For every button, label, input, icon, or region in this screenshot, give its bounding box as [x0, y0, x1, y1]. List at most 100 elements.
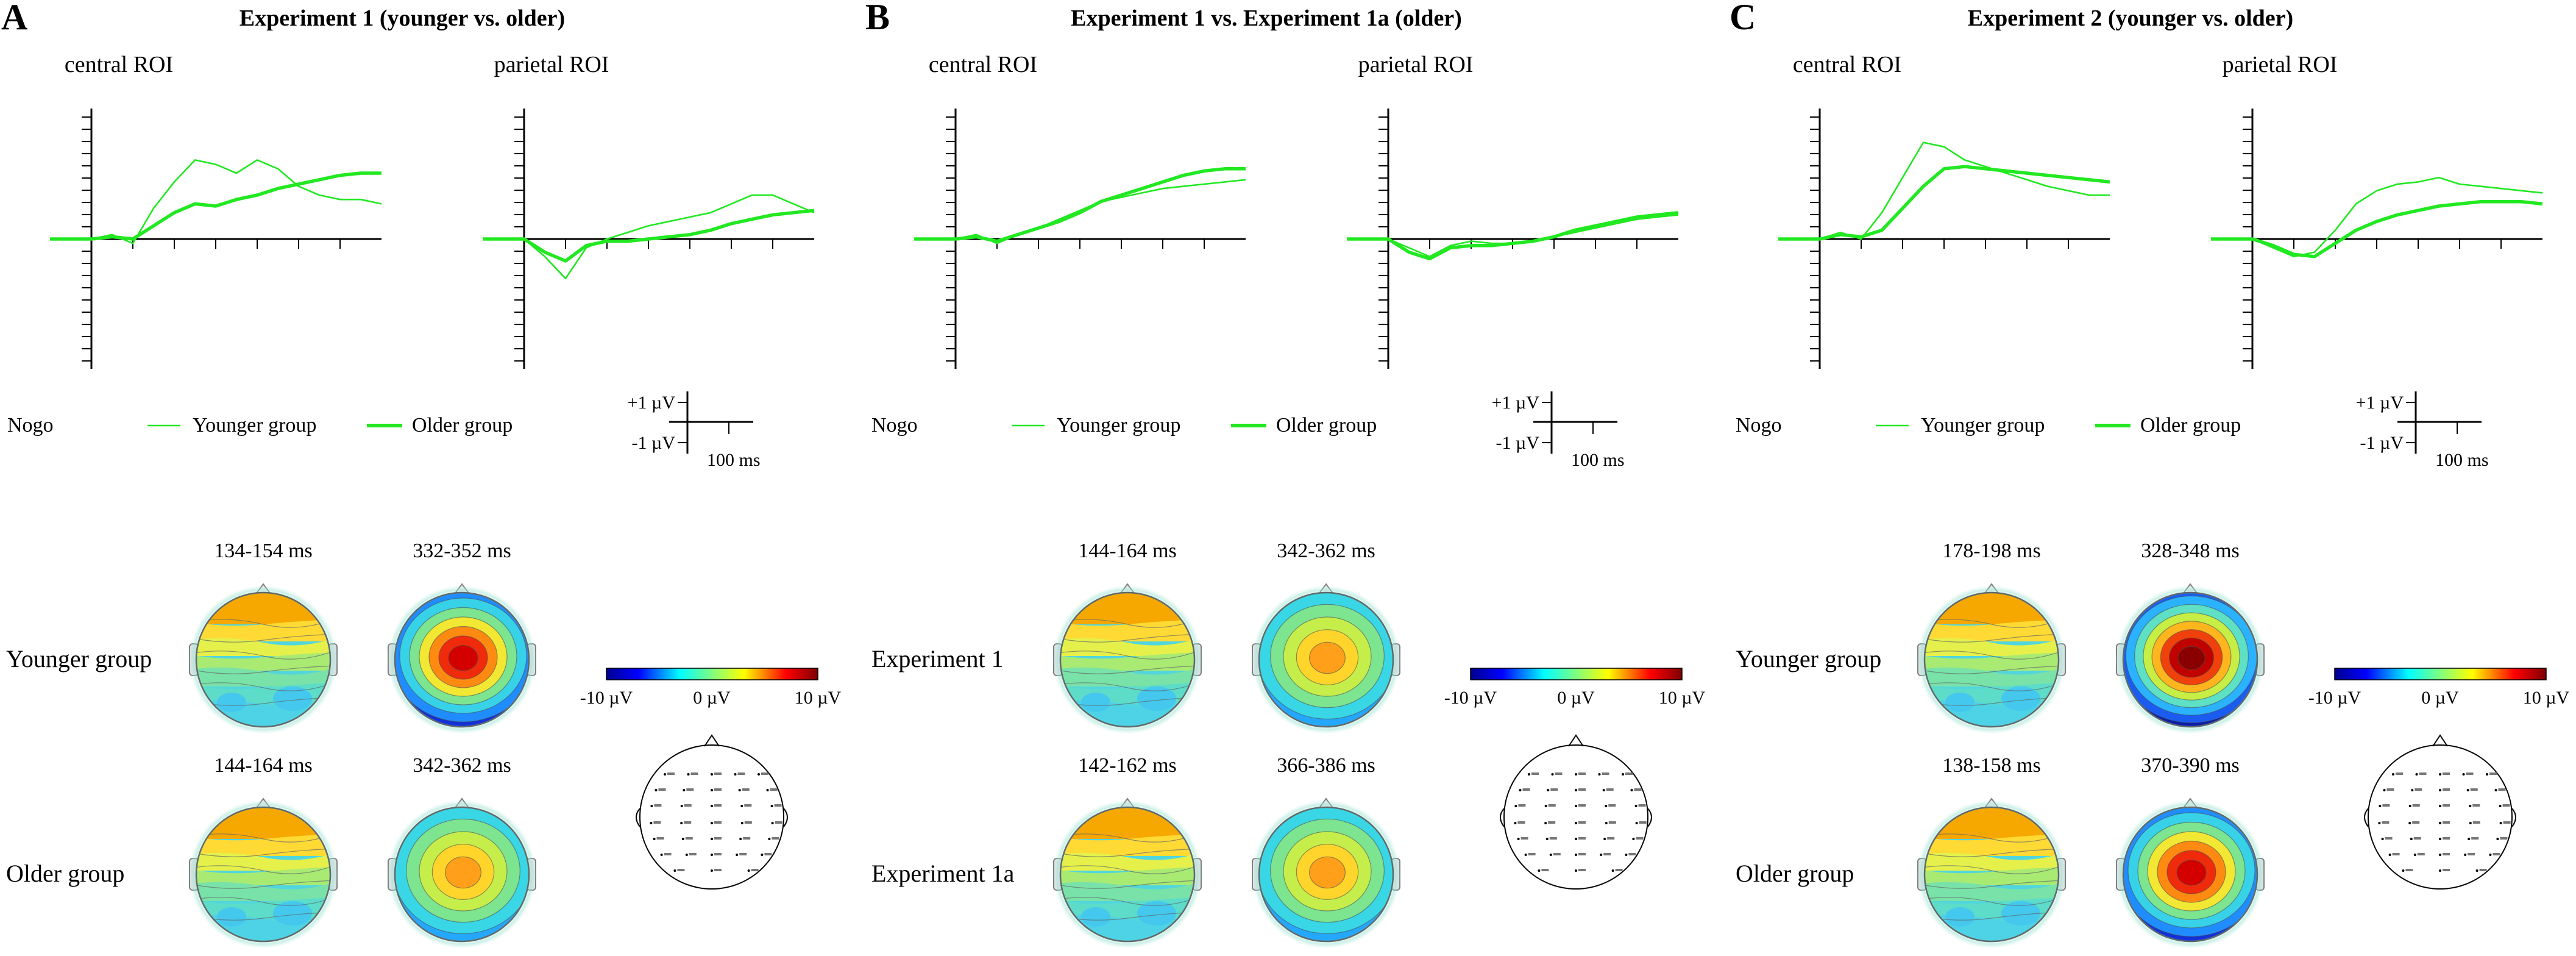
electrode-dot — [2494, 789, 2497, 791]
legend-condition: Nogo — [871, 414, 918, 437]
parietal-roi-plot: parietal ROI — [1347, 52, 1679, 369]
electrode-label-mark — [2392, 853, 2400, 855]
electrode-dot — [685, 854, 688, 856]
electrode-dot — [1528, 773, 1530, 776]
electrode-label-mark — [743, 837, 751, 840]
electrode-label-mark — [2412, 804, 2420, 807]
electrode-label-mark — [1608, 804, 1616, 807]
electrode-label-mark — [2472, 821, 2480, 824]
topographic-map — [1252, 797, 1400, 949]
electrode-dot — [711, 805, 713, 807]
panel-letter: A — [1, 0, 27, 37]
colorbar — [1470, 668, 1683, 680]
scale-bar: +1 µV -1 µV 100 ms — [628, 391, 761, 470]
scale-plus-label: +1 µV — [1492, 393, 1540, 413]
time-window-label: 342-362 ms — [1277, 540, 1375, 562]
head-outline — [2122, 806, 2258, 943]
electrode-label-mark — [2470, 788, 2478, 791]
colorbar-min-label: -10 µV — [1444, 688, 1497, 708]
electrode-dot — [2496, 838, 2499, 840]
electrode-label-mark — [689, 853, 697, 855]
electrode-label-mark — [664, 853, 672, 855]
electrode-label-mark — [737, 772, 745, 775]
parietal-roi-plot: parietal ROI — [2211, 52, 2543, 369]
older-group-waveform — [914, 167, 1246, 243]
electrode-label-mark — [714, 804, 722, 807]
central-roi-plot: central ROI — [914, 52, 1246, 369]
electrode-dot — [2402, 869, 2405, 872]
electrode-dot — [2499, 822, 2502, 824]
electrode-label-mark — [2412, 821, 2420, 824]
time-window-label: 342-362 ms — [413, 754, 511, 777]
panel-title: Experiment 1 vs. Experiment 1a (older) — [1071, 5, 1462, 31]
electrode-right-ear — [2511, 808, 2516, 827]
electrode-head-outline — [639, 744, 784, 890]
electrode-layout-icon — [1500, 734, 1652, 890]
electrode-dot — [2410, 838, 2413, 840]
row-label: Older group — [1736, 860, 1854, 887]
electrode-dot — [734, 773, 737, 776]
electrode-label-mark — [714, 869, 722, 871]
electrode-dot — [655, 789, 658, 791]
electrode-dot — [739, 838, 742, 840]
scale-plus-label: +1 µV — [2356, 393, 2404, 413]
electrode-left-ear — [1500, 808, 1505, 827]
electrode-label-mark — [2417, 853, 2425, 855]
electrode-dot — [2439, 805, 2441, 807]
legend-younger: Younger group — [193, 414, 316, 437]
electrode-label-mark — [774, 804, 782, 807]
electrode-dot — [747, 869, 750, 872]
scale-plus-label: +1 µV — [628, 393, 676, 413]
electrode-dot — [681, 838, 684, 840]
younger-group-waveform — [2211, 176, 2543, 258]
time-window-label: 142-162 ms — [1078, 754, 1177, 777]
electrode-dot — [2413, 854, 2416, 856]
electrode-label-mark — [2443, 804, 2450, 807]
electrode-label-mark — [1553, 853, 1561, 855]
electrode-label-mark — [684, 804, 692, 807]
legend-condition: Nogo — [7, 414, 54, 437]
colorbar-max-label: 10 µV — [1659, 688, 1706, 708]
head-halo — [1252, 585, 1400, 734]
electrode-label-mark — [2489, 772, 2497, 775]
topographic-map — [1053, 583, 1202, 734]
electrode-label-mark — [2396, 772, 2403, 775]
electrode-dot — [1514, 822, 1517, 824]
electrode-label-mark — [770, 788, 778, 791]
electrode-label-mark — [1638, 804, 1646, 807]
electrode-dot — [2392, 773, 2394, 776]
electrode-dot — [2475, 869, 2478, 872]
time-window-label: 178-198 ms — [1942, 540, 2041, 562]
electrode-dot — [650, 822, 653, 824]
roi-title: parietal ROI — [1358, 52, 1474, 77]
electrode-label-mark — [685, 837, 693, 840]
electrode-dot — [771, 822, 774, 824]
electrode-dot — [2439, 854, 2441, 856]
electrode-nose — [1568, 734, 1584, 747]
electrode-label-mark — [1608, 821, 1616, 824]
electrode-dot — [2408, 822, 2411, 824]
roi-title: central ROI — [1793, 52, 1901, 77]
topographic-map — [1252, 583, 1400, 734]
electrode-right-ear — [783, 808, 788, 827]
electrode-dot — [2464, 854, 2467, 856]
panel-letter: C — [1730, 0, 1756, 37]
electrode-dot — [1544, 805, 1547, 807]
electrode-dot — [2415, 773, 2418, 776]
topographic-map — [189, 583, 338, 734]
electrode-label-mark — [1548, 804, 1556, 807]
colorbar-max-label: 10 µV — [2523, 688, 2570, 708]
electrode-dot — [740, 822, 743, 824]
electrode-dot — [2462, 773, 2465, 776]
electrode-dot — [1602, 789, 1605, 791]
scale-bar: +1 µV -1 µV 100 ms — [1492, 391, 1625, 470]
electrode-dot — [2439, 773, 2441, 776]
electrode-nose — [704, 734, 720, 747]
colorbar-min-label: -10 µV — [580, 688, 633, 708]
electrode-left-ear — [636, 808, 640, 827]
scale-time-label: 100 ms — [1571, 450, 1625, 470]
head-halo — [1917, 800, 2066, 949]
electrode-label-mark — [690, 772, 698, 775]
colorbar-max-label: 10 µV — [795, 688, 842, 708]
row-label: Younger group — [6, 645, 152, 672]
